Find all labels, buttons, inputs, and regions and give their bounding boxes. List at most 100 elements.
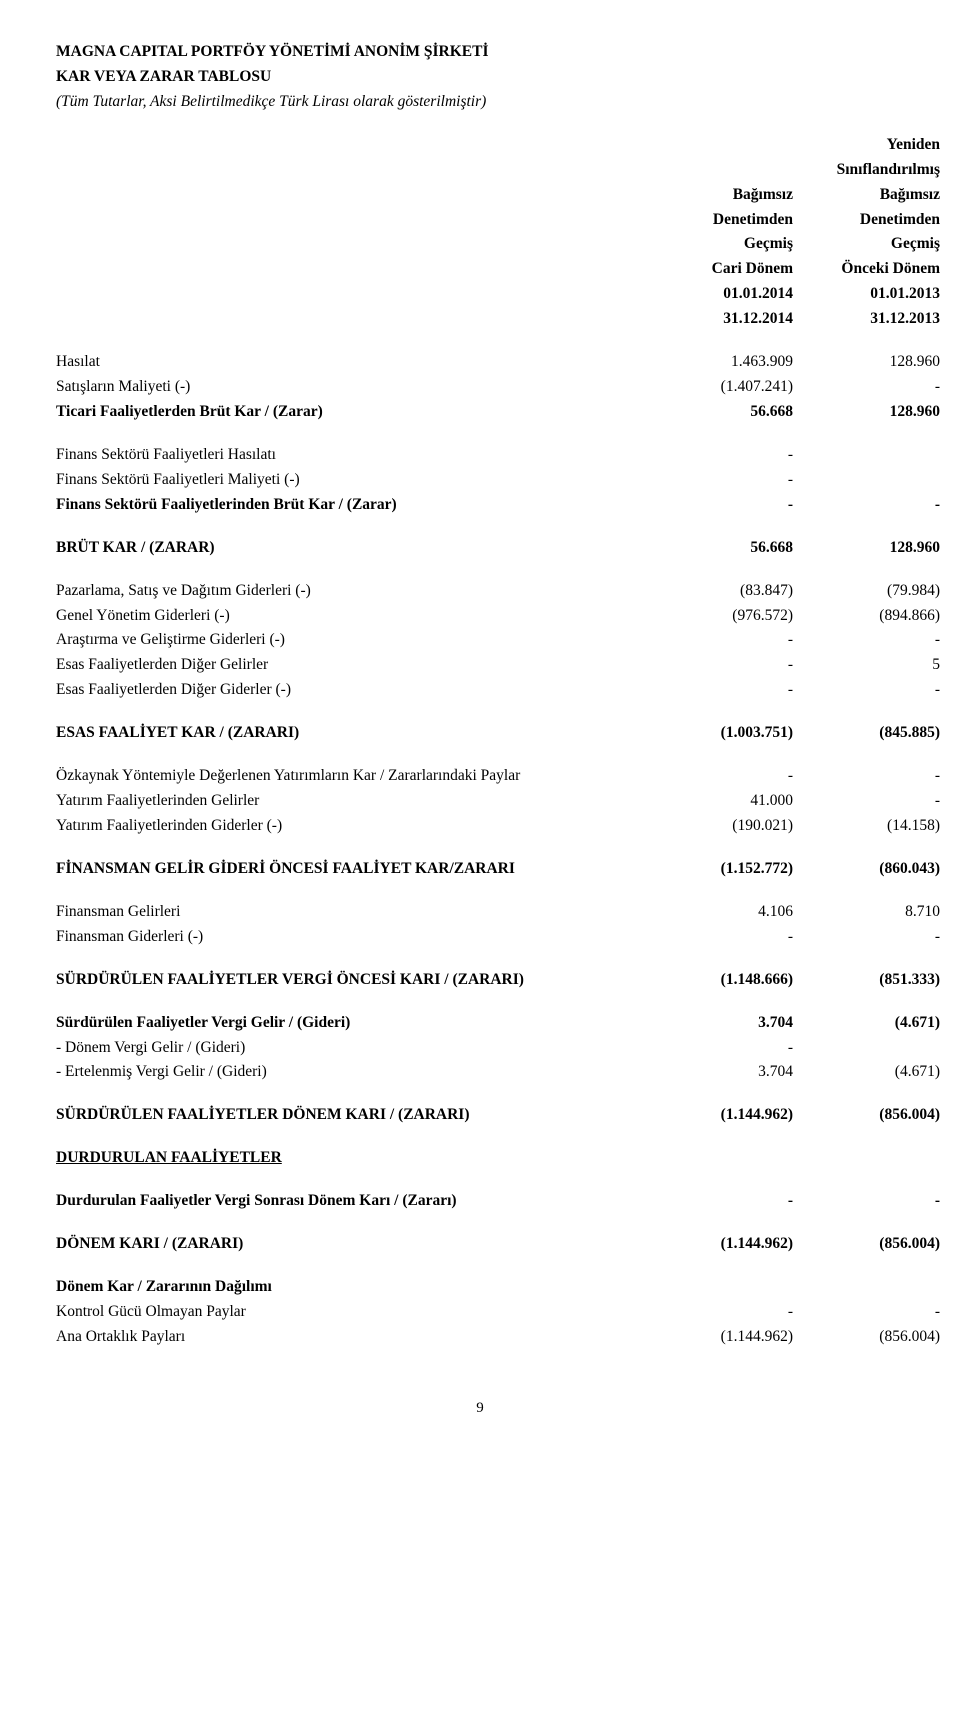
- label-yat-gider: Yatırım Faaliyetlerinden Giderler (-): [50, 814, 652, 839]
- label-ozkaynak: Özkaynak Yöntemiyle Değerlenen Yatırımla…: [50, 764, 652, 789]
- val-donem-kari-1: (1.144.962): [652, 1232, 799, 1257]
- row-esas-gelir: Esas Faaliyetlerden Diğer Gelirler - 5: [50, 653, 946, 678]
- val-vergi-gg-2: (4.671): [799, 1011, 946, 1036]
- label-brut: BRÜT KAR / (ZARAR): [50, 536, 652, 561]
- val-ozkaynak-1: -: [652, 764, 799, 789]
- val-esas-gider-2: -: [799, 678, 946, 703]
- val-fin-gider-2: -: [799, 925, 946, 950]
- val-fs-maliyet-2: [799, 468, 946, 493]
- label-genel: Genel Yönetim Giderleri (-): [50, 604, 652, 629]
- label-fs-maliyet: Finans Sektörü Faaliyetleri Maliyeti (-): [50, 468, 652, 493]
- row-dagilim: Dönem Kar / Zararının Dağılımı: [50, 1275, 946, 1300]
- label-satis: Satışların Maliyeti (-): [50, 375, 652, 400]
- col-denetimden-2: Denetimden: [799, 208, 946, 233]
- label-surdurulen-donem: SÜRDÜRÜLEN FAALİYETLER DÖNEM KARI / (ZAR…: [50, 1103, 652, 1128]
- val-ana-2: (856.004): [799, 1325, 946, 1350]
- val-kontrol-2: -: [799, 1300, 946, 1325]
- colhead-sinif: Sınıflandırılmış: [50, 158, 946, 183]
- colhead-bagimsiz: Bağımsız Bağımsız: [50, 183, 946, 208]
- val-ertelenmis-1: 3.704: [652, 1060, 799, 1085]
- val-finansman-2: (860.043): [799, 857, 946, 882]
- page-number: 9: [50, 1400, 910, 1417]
- label-pazarlama: Pazarlama, Satış ve Dağıtım Giderleri (-…: [50, 579, 652, 604]
- label-fs-hasilat: Finans Sektörü Faaliyetleri Hasılatı: [50, 443, 652, 468]
- val-esas-gelir-1: -: [652, 653, 799, 678]
- colhead-denetimden: Denetimden Denetimden: [50, 208, 946, 233]
- label-ana: Ana Ortaklık Payları: [50, 1325, 652, 1350]
- statement-subtitle: (Tüm Tutarlar, Aksi Belirtilmedikçe Türk…: [50, 90, 652, 115]
- row-ozkaynak: Özkaynak Yöntemiyle Değerlenen Yatırımla…: [50, 764, 946, 789]
- val-donem-vergi-1: -: [652, 1036, 799, 1061]
- val-fin-gider-1: -: [652, 925, 799, 950]
- val-donem-kari-2: (856.004): [799, 1232, 946, 1257]
- val-ozkaynak-2: -: [799, 764, 946, 789]
- col-bagimsiz-2: Bağımsız: [799, 183, 946, 208]
- row-donem-kari: DÖNEM KARI / (ZARARI) (1.144.962) (856.0…: [50, 1232, 946, 1257]
- val-durd-sonrasi-1: -: [652, 1189, 799, 1214]
- row-esas-faal: ESAS FAALİYET KAR / (ZARARI) (1.003.751)…: [50, 721, 946, 746]
- colhead-donem: Cari Dönem Önceki Dönem: [50, 257, 946, 282]
- label-esas-gider: Esas Faaliyetlerden Diğer Giderler (-): [50, 678, 652, 703]
- val-fs-brut-1: -: [652, 493, 799, 518]
- val-ticari-2: 128.960: [799, 400, 946, 425]
- val-hasilat-2: 128.960: [799, 350, 946, 375]
- col-d2b: 31.12.2013: [799, 307, 946, 332]
- val-esas-gider-1: -: [652, 678, 799, 703]
- label-dagilim: Dönem Kar / Zararının Dağılımı: [50, 1275, 652, 1300]
- colhead-yeniden: Yeniden: [50, 133, 946, 158]
- label-esas-faal: ESAS FAALİYET KAR / (ZARARI): [50, 721, 652, 746]
- val-yat-gelir-1: 41.000: [652, 789, 799, 814]
- val-yat-gelir-2: -: [799, 789, 946, 814]
- val-pazarlama-2: (79.984): [799, 579, 946, 604]
- row-fs-hasilat: Finans Sektörü Faaliyetleri Hasılatı -: [50, 443, 946, 468]
- row-kontrol: Kontrol Gücü Olmayan Paylar - -: [50, 1300, 946, 1325]
- label-durd-sonrasi: Durdurulan Faaliyetler Vergi Sonrası Dön…: [50, 1189, 652, 1214]
- val-yat-gider-2: (14.158): [799, 814, 946, 839]
- row-satis: Satışların Maliyeti (-) (1.407.241) -: [50, 375, 946, 400]
- col-cari: Cari Dönem: [652, 257, 799, 282]
- val-ticari-1: 56.668: [652, 400, 799, 425]
- statement-title: KAR VEYA ZARAR TABLOSU: [50, 65, 652, 90]
- col-d2a: 01.01.2013: [799, 282, 946, 307]
- val-arastirma-2: -: [799, 628, 946, 653]
- label-donem-kari: DÖNEM KARI / (ZARARI): [50, 1232, 652, 1257]
- label-ticari: Ticari Faaliyetlerden Brüt Kar / (Zarar): [50, 400, 652, 425]
- row-genel: Genel Yönetim Giderleri (-) (976.572) (8…: [50, 604, 946, 629]
- row-vergi-gg: Sürdürülen Faaliyetler Vergi Gelir / (Gi…: [50, 1011, 946, 1036]
- val-donem-vergi-2: [799, 1036, 946, 1061]
- val-finansman-1: (1.152.772): [652, 857, 799, 882]
- header-title-row: KAR VEYA ZARAR TABLOSU: [50, 65, 946, 90]
- val-surdurulen-donem-2: (856.004): [799, 1103, 946, 1128]
- row-brut: BRÜT KAR / (ZARAR) 56.668 128.960: [50, 536, 946, 561]
- header-company-row: MAGNA CAPITAL PORTFÖY YÖNETİMİ ANONİM Şİ…: [50, 40, 946, 65]
- row-durdurulan: DURDURULAN FAALİYETLER: [50, 1146, 946, 1171]
- row-esas-gider: Esas Faaliyetlerden Diğer Giderler (-) -…: [50, 678, 946, 703]
- val-satis-2: -: [799, 375, 946, 400]
- label-surdurulen-vo: SÜRDÜRÜLEN FAALİYETLER VERGİ ÖNCESİ KARI…: [50, 968, 652, 993]
- row-ana: Ana Ortaklık Payları (1.144.962) (856.00…: [50, 1325, 946, 1350]
- val-fs-hasilat-1: -: [652, 443, 799, 468]
- val-durd-sonrasi-2: -: [799, 1189, 946, 1214]
- val-yat-gider-1: (190.021): [652, 814, 799, 839]
- val-brut-1: 56.668: [652, 536, 799, 561]
- col-denetimden-1: Denetimden: [652, 208, 799, 233]
- val-pazarlama-1: (83.847): [652, 579, 799, 604]
- val-vergi-gg-1: 3.704: [652, 1011, 799, 1036]
- val-surdurulen-vo-1: (1.148.666): [652, 968, 799, 993]
- val-brut-2: 128.960: [799, 536, 946, 561]
- col-d1a: 01.01.2014: [652, 282, 799, 307]
- income-statement-table: MAGNA CAPITAL PORTFÖY YÖNETİMİ ANONİM Şİ…: [50, 40, 946, 1350]
- label-vergi-gg: Sürdürülen Faaliyetler Vergi Gelir / (Gi…: [50, 1011, 652, 1036]
- col-gecmis-2: Geçmiş: [799, 232, 946, 257]
- val-ertelenmis-2: (4.671): [799, 1060, 946, 1085]
- label-hasilat: Hasılat: [50, 350, 652, 375]
- label-arastirma: Araştırma ve Geliştirme Giderleri (-): [50, 628, 652, 653]
- row-surdurulen-vo: SÜRDÜRÜLEN FAALİYETLER VERGİ ÖNCESİ KARI…: [50, 968, 946, 993]
- row-durd-sonrasi: Durdurulan Faaliyetler Vergi Sonrası Dön…: [50, 1189, 946, 1214]
- company-name: MAGNA CAPITAL PORTFÖY YÖNETİMİ ANONİM Şİ…: [50, 40, 652, 65]
- val-fs-maliyet-1: -: [652, 468, 799, 493]
- label-donem-vergi: - Dönem Vergi Gelir / (Gideri): [50, 1036, 652, 1061]
- val-genel-1: (976.572): [652, 604, 799, 629]
- val-genel-2: (894.866): [799, 604, 946, 629]
- val-kontrol-1: -: [652, 1300, 799, 1325]
